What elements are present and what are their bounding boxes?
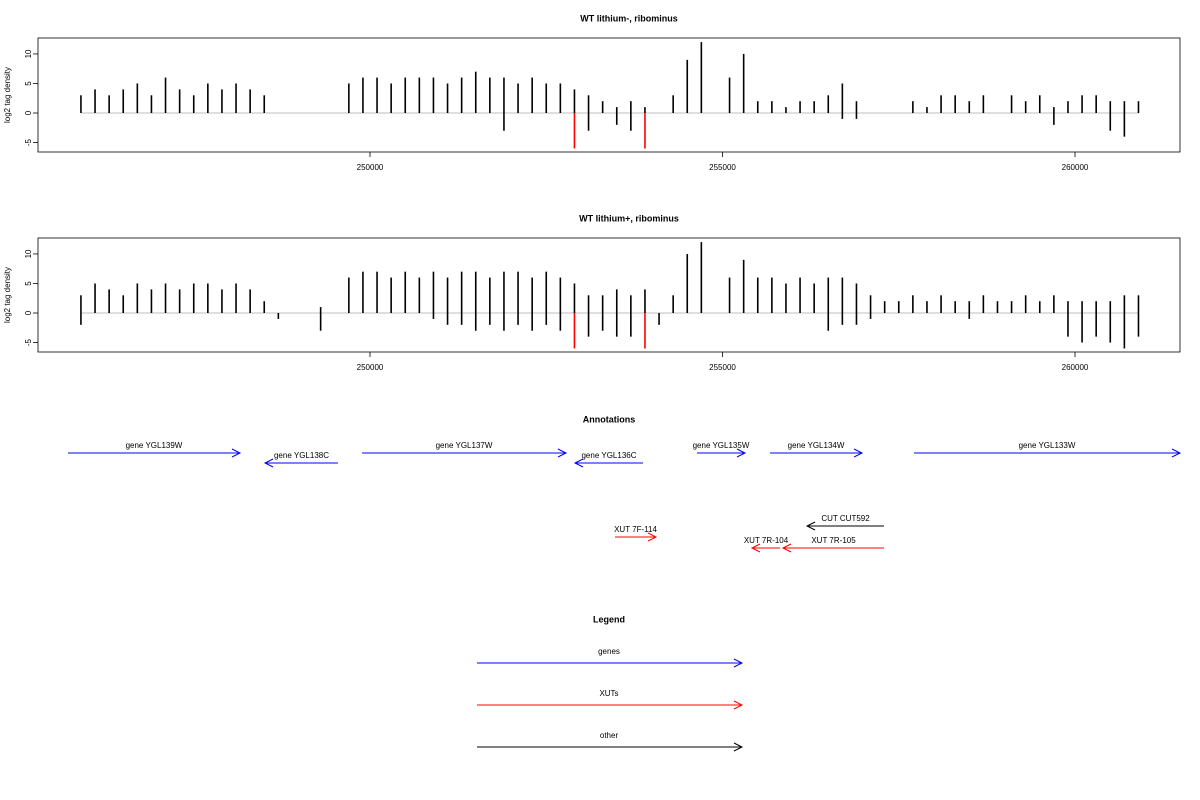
y-axis-label: log2 tag density: [3, 67, 12, 123]
x-tick-label: 255000: [709, 363, 736, 372]
feature-arrow-head: [781, 543, 792, 553]
x-tick-label: 260000: [1062, 363, 1089, 372]
x-tick-label: 250000: [357, 363, 384, 372]
legend-arrow-head: [733, 658, 744, 668]
x-tick-label: 260000: [1062, 163, 1089, 172]
feature-label: CUT CUT592: [821, 514, 870, 523]
legend-title: Legend: [593, 614, 625, 624]
feature-arrow-head: [805, 521, 816, 531]
y-tick-label: -5: [24, 338, 33, 346]
feature-arrow-head: [736, 448, 747, 458]
legend-label: genes: [598, 647, 620, 656]
feature-label: XUT 7R-105: [811, 536, 856, 545]
feature-arrow-head: [573, 458, 584, 468]
y-tick-label: 0: [24, 110, 33, 115]
feature-arrow-head: [647, 532, 658, 542]
feature-label: gene YGL135W: [693, 441, 750, 450]
feature-arrow-head: [750, 543, 761, 553]
plot-frame: [37, 237, 1181, 353]
feature-arrow-head: [231, 448, 242, 458]
y-tick-label: 0: [24, 310, 33, 315]
legend-label: XUTs: [599, 689, 618, 698]
x-tick-label: 255000: [709, 163, 736, 172]
annotations-title: Annotations: [583, 414, 636, 424]
feature-label: gene YGL139W: [126, 441, 183, 450]
feature-arrow-head: [853, 448, 864, 458]
legend-label: other: [600, 731, 619, 740]
chart-title: WT lithium-, ribominus: [580, 13, 678, 23]
plot-frame: [37, 37, 1181, 153]
chart-title: WT lithium+, ribominus: [579, 213, 679, 223]
feature-arrow-head: [1171, 448, 1182, 458]
feature-label: gene YGL134W: [788, 441, 845, 450]
feature-arrow-head: [263, 458, 274, 468]
feature-label: gene YGL138C: [274, 451, 329, 460]
legend-arrow-head: [733, 700, 744, 710]
feature-label: XUT 7F-114: [614, 525, 657, 534]
y-axis-label: log2 tag density: [3, 267, 12, 323]
feature-label: gene YGL133W: [1019, 441, 1076, 450]
y-tick-label: -5: [24, 138, 33, 146]
y-tick-label: 10: [24, 249, 33, 258]
y-tick-label: 5: [24, 281, 33, 286]
feature-label: XUT 7R-104: [744, 536, 789, 545]
legend-arrow-head: [733, 742, 744, 752]
feature-arrow-head: [557, 448, 568, 458]
x-tick-label: 250000: [357, 163, 384, 172]
y-tick-label: 10: [24, 49, 33, 58]
feature-label: gene YGL137W: [436, 441, 493, 450]
y-tick-label: 5: [24, 81, 33, 86]
feature-label: gene YGL136C: [581, 451, 636, 460]
